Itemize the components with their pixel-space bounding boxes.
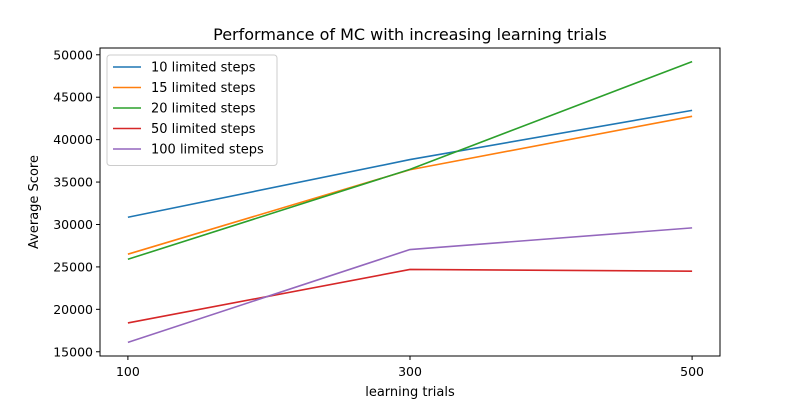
y-tick-label: 15000 [53,344,93,359]
x-tick-label: 500 [680,364,704,379]
y-tick-label: 25000 [53,259,93,274]
legend-entry: 10 limited steps [151,61,256,76]
legend-entry: 50 limited steps [151,122,256,137]
y-tick-label: 40000 [53,132,93,147]
x-axis: 100 300 500 [116,356,704,379]
y-tick-label: 35000 [53,175,93,190]
legend-box [106,54,278,166]
legend-entry: 100 limited steps [151,143,264,158]
y-tick-label: 50000 [53,47,93,62]
x-tick-label: 300 [398,364,422,379]
y-tick-label: 20000 [53,302,93,317]
y-axis-label: Average Score [27,155,42,249]
y-tick-label: 30000 [53,217,93,232]
x-axis-label: learning trials [365,385,455,400]
chart-title: Performance of MC with increasing learni… [213,25,607,44]
series-line-100-limited-steps [127,227,693,344]
y-tick-label: 45000 [53,90,93,105]
x-tick-label: 100 [116,364,140,379]
legend-entry: 20 limited steps [151,102,256,117]
legend: 10 limited steps 15 limited steps 20 limit… [106,54,278,166]
y-axis: 15000 20000 25000 30000 35000 40000 45000 50000 [53,47,100,359]
series-layer [127,60,693,344]
legend-entry: 15 limited steps [151,81,256,96]
